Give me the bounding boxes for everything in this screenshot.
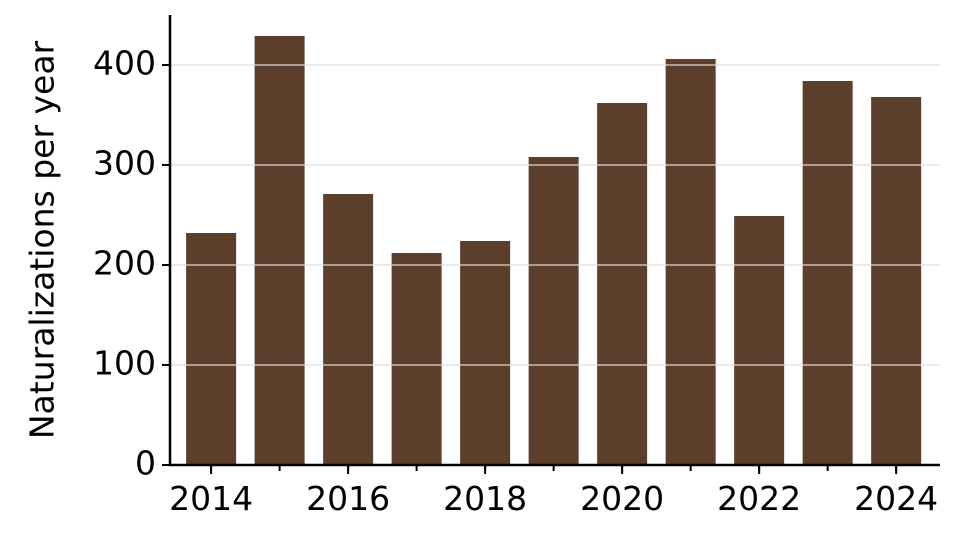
y-axis-label: Naturalizations per year bbox=[23, 40, 62, 439]
bar bbox=[528, 157, 579, 465]
bar bbox=[665, 59, 716, 465]
x-tick-label: 2018 bbox=[443, 479, 527, 518]
y-tick-label: 100 bbox=[93, 344, 156, 383]
bar bbox=[460, 241, 511, 465]
bar bbox=[871, 97, 922, 465]
bar bbox=[186, 233, 237, 465]
x-tick-label: 2024 bbox=[854, 479, 938, 518]
bar bbox=[734, 216, 785, 465]
y-tick-label: 300 bbox=[93, 144, 156, 183]
x-tick-label: 2016 bbox=[306, 479, 390, 518]
bar bbox=[597, 103, 648, 465]
y-tick-label: 0 bbox=[135, 444, 156, 483]
y-tick-label: 400 bbox=[93, 44, 156, 83]
bar bbox=[254, 36, 305, 465]
bar bbox=[802, 81, 853, 465]
bar bbox=[323, 194, 374, 465]
x-tick-label: 2022 bbox=[717, 479, 801, 518]
bar bbox=[391, 253, 442, 465]
y-tick-label: 200 bbox=[93, 244, 156, 283]
x-tick-label: 2014 bbox=[169, 479, 253, 518]
x-tick-label: 2020 bbox=[580, 479, 664, 518]
